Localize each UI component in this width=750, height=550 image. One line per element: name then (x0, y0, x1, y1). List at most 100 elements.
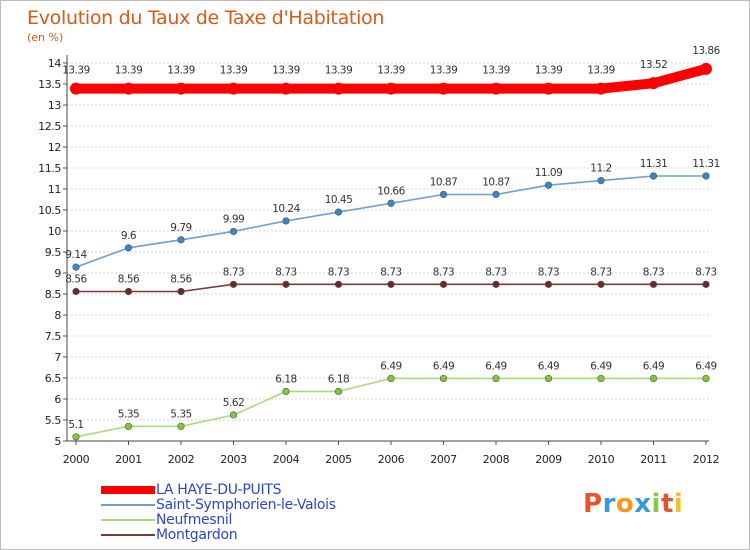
data-point (597, 374, 605, 383)
data-point (439, 280, 448, 288)
data-label: 8.73 (538, 266, 559, 278)
x-tick-label: 2009 (535, 453, 562, 466)
data-point (124, 244, 133, 252)
data-label: 11.09 (535, 167, 563, 179)
data-point (439, 190, 448, 199)
data-point (72, 433, 80, 441)
y-tick-label: 7.5 (45, 330, 62, 343)
data-point (649, 280, 658, 288)
data-label: 13.86 (692, 45, 720, 57)
y-tick-label: 7 (54, 351, 61, 364)
proxiti-logo: Proxiti (583, 489, 683, 519)
data-point (72, 287, 80, 296)
data-label: 5.1 (68, 419, 83, 431)
logo-letter: i (651, 489, 661, 519)
y-tick-label: 13 (48, 99, 62, 112)
data-point (122, 82, 135, 95)
data-label: 13.39 (272, 65, 300, 77)
data-label: 6.49 (643, 360, 664, 372)
data-label: 13.39 (220, 65, 248, 77)
data-point (124, 287, 133, 296)
data-label: 5.35 (118, 408, 139, 420)
data-point (647, 77, 660, 90)
data-point (227, 82, 240, 95)
data-point (544, 374, 553, 383)
data-point (282, 387, 290, 396)
x-tick-label: 2003 (220, 453, 247, 466)
legend-label: Saint-Symphorien-le-Valois (156, 497, 336, 513)
data-label: 9.79 (170, 222, 191, 234)
data-label: 11.31 (692, 158, 720, 170)
y-tick-label: 5.5 (45, 414, 62, 427)
data-label: 13.39 (115, 65, 143, 77)
x-tick-label: 2006 (378, 453, 405, 466)
data-label: 6.49 (590, 360, 611, 372)
logo-letter: r (602, 489, 616, 519)
data-label: 8.73 (485, 266, 506, 278)
legend-label: LA HAYE-DU-PUITS (156, 482, 282, 498)
data-point (282, 280, 290, 288)
y-tick-label: 10 (48, 225, 62, 238)
data-label: 13.52 (640, 59, 668, 71)
x-tick-label: 2012 (693, 453, 719, 466)
data-point (177, 422, 185, 430)
data-point (702, 374, 710, 383)
data-label: 5.35 (170, 408, 191, 420)
data-label: 10.87 (482, 176, 510, 188)
data-point (544, 181, 553, 189)
x-tick-label: 2008 (483, 453, 510, 466)
y-tick-label: 11.5 (38, 162, 61, 175)
data-point (334, 387, 343, 396)
legend-label: Montgardon (156, 527, 238, 543)
data-point (492, 190, 500, 199)
data-label: 6.49 (380, 360, 401, 372)
data-point (492, 374, 500, 383)
data-label: 6.18 (328, 373, 349, 385)
y-tick-label: 8.5 (45, 288, 62, 301)
data-label: 11.31 (640, 158, 668, 170)
data-point (542, 82, 555, 95)
data-label: 13.39 (325, 65, 353, 77)
data-point (334, 280, 343, 288)
x-tick-label: 2005 (325, 453, 352, 466)
data-point (387, 374, 395, 383)
data-label: 5.62 (223, 397, 244, 409)
data-label: 8.56 (65, 273, 87, 285)
legend-swatch (101, 486, 155, 494)
data-label: 10.45 (325, 194, 353, 206)
y-tick-label: 13.5 (38, 78, 61, 91)
data-label: 9.99 (223, 213, 244, 225)
y-tick-label: 8 (54, 309, 61, 322)
y-tick-label: 9 (54, 267, 61, 280)
data-label: 8.73 (328, 266, 349, 278)
data-point (229, 227, 238, 236)
data-label: 8.73 (590, 266, 611, 278)
data-point (229, 411, 238, 419)
data-label: 13.39 (587, 65, 615, 77)
data-point (649, 374, 658, 383)
data-label: 13.39 (482, 65, 510, 77)
data-label: 6.49 (538, 360, 559, 372)
data-point (334, 208, 343, 216)
data-label: 8.73 (695, 266, 716, 278)
legend-swatch (101, 519, 155, 521)
x-tick-label: 2011 (640, 453, 666, 466)
data-label: 9.14 (65, 249, 87, 261)
data-point (332, 82, 345, 95)
data-label: 8.73 (275, 266, 296, 278)
chart-subtitle: (en %) (27, 31, 64, 44)
data-label: 6.49 (485, 360, 506, 372)
data-point (72, 263, 80, 271)
data-point (439, 374, 448, 383)
y-tick-label: 12 (48, 141, 61, 154)
data-point (649, 172, 658, 180)
data-point (492, 280, 500, 288)
data-point (175, 82, 187, 95)
x-tick-label: 2004 (273, 453, 300, 466)
data-label: 8.73 (223, 266, 244, 278)
legend-swatch (101, 534, 155, 536)
data-label: 8.73 (380, 266, 401, 278)
x-tick-label: 2002 (168, 453, 194, 466)
data-point (177, 236, 185, 244)
